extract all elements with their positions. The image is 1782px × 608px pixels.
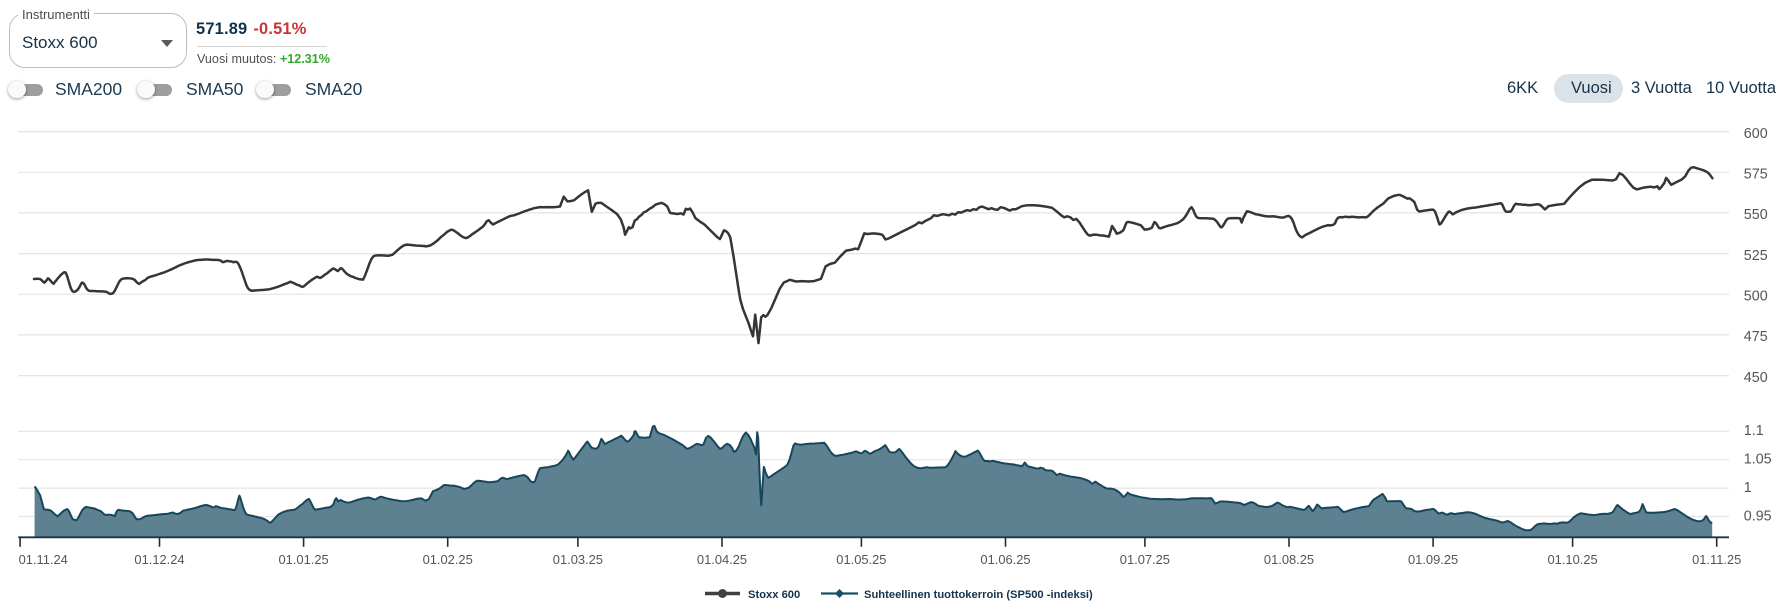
- svg-text:01.08.25: 01.08.25: [1264, 552, 1314, 567]
- svg-text:01.10.25: 01.10.25: [1548, 552, 1598, 567]
- svg-text:1: 1: [1744, 480, 1752, 496]
- svg-text:01.06.25: 01.06.25: [980, 552, 1030, 567]
- svg-text:01.05.25: 01.05.25: [836, 552, 886, 567]
- svg-text:01.04.25: 01.04.25: [697, 552, 747, 567]
- svg-text:0.95: 0.95: [1744, 508, 1772, 524]
- svg-text:01.02.25: 01.02.25: [423, 552, 473, 567]
- svg-text:01.11.25: 01.11.25: [1692, 552, 1741, 567]
- svg-text:01.07.25: 01.07.25: [1120, 552, 1170, 567]
- svg-text:475: 475: [1744, 329, 1768, 345]
- svg-text:01.09.25: 01.09.25: [1408, 552, 1458, 567]
- svg-text:Stoxx 600: Stoxx 600: [748, 589, 800, 601]
- svg-text:01.03.25: 01.03.25: [553, 552, 603, 567]
- svg-text:1.05: 1.05: [1744, 452, 1772, 468]
- svg-text:450: 450: [1744, 370, 1768, 386]
- svg-text:Suhteellinen tuottokerroin (SP: Suhteellinen tuottokerroin (SP500 -indek…: [864, 589, 1093, 601]
- svg-text:550: 550: [1744, 207, 1768, 223]
- svg-text:01.12.24: 01.12.24: [134, 552, 184, 567]
- svg-text:575: 575: [1744, 167, 1768, 183]
- svg-text:500: 500: [1744, 289, 1768, 305]
- svg-text:1.1: 1.1: [1744, 423, 1764, 439]
- svg-text:01.01.25: 01.01.25: [279, 552, 329, 567]
- svg-text:01.11.24: 01.11.24: [19, 552, 68, 567]
- svg-text:600: 600: [1744, 126, 1768, 142]
- svg-text:525: 525: [1744, 248, 1768, 264]
